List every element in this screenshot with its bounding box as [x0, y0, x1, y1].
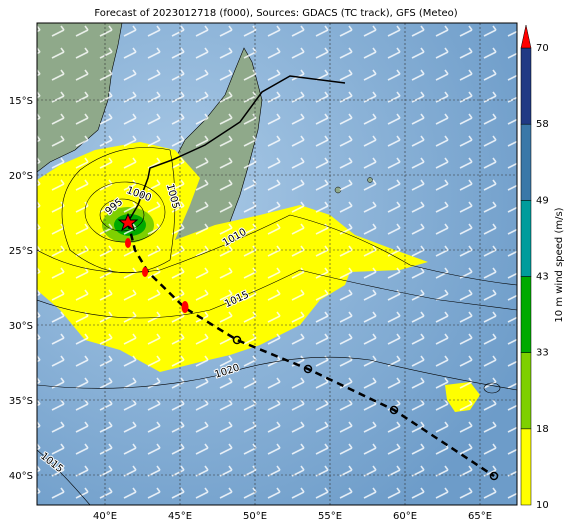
- lon-label: 50°E: [243, 511, 267, 522]
- colorbar-segment: [520, 200, 532, 277]
- lat-label: 20°S: [9, 171, 33, 182]
- lon-label: 45°E: [168, 511, 192, 522]
- lon-label: 55°E: [318, 511, 342, 522]
- colorbar-segment: [520, 428, 532, 506]
- current-position: [117, 212, 139, 232]
- colorbar-segment: [520, 352, 532, 430]
- colorbar-segment: [520, 276, 532, 353]
- colorbar-segment: [520, 123, 532, 201]
- observed-track: [127, 75, 346, 223]
- lat-label: 15°S: [9, 96, 33, 107]
- map-title: Forecast of 2023012718 (f000), Sources: …: [94, 8, 457, 19]
- colorbar-label: 10 m wind speed (m/s): [554, 207, 565, 322]
- lon-label: 60°E: [393, 511, 417, 522]
- colorbar-segment: [520, 47, 532, 125]
- colorbar-tick: 10: [536, 500, 549, 511]
- map-frame: [36, 22, 518, 506]
- lat-label: 30°S: [9, 321, 33, 332]
- lon-label: 40°E: [93, 511, 117, 522]
- colorbar-tick: 58: [536, 119, 549, 130]
- forecast-track: [126, 221, 495, 478]
- lat-label: 25°S: [9, 246, 33, 257]
- colorbar-tick: 43: [536, 272, 549, 283]
- isobars: [37, 147, 517, 505]
- colorbar-tick: 33: [536, 348, 549, 359]
- grid: [37, 23, 517, 505]
- colorbar-extend: [520, 24, 532, 49]
- storm-positions: [125, 238, 189, 313]
- colorbar: 10 18 33 43 49 58 70: [520, 24, 549, 511]
- lat-label: 35°S: [9, 396, 33, 407]
- lat-label: 40°S: [9, 471, 33, 482]
- colorbar-tick: 49: [536, 195, 549, 206]
- colorbar-tick: 70: [536, 43, 549, 54]
- lon-label: 65°E: [468, 511, 492, 522]
- cyclone-symbols: [232, 335, 499, 481]
- wind-barbs: [37, 23, 517, 505]
- colorbar-tick: 18: [536, 424, 549, 435]
